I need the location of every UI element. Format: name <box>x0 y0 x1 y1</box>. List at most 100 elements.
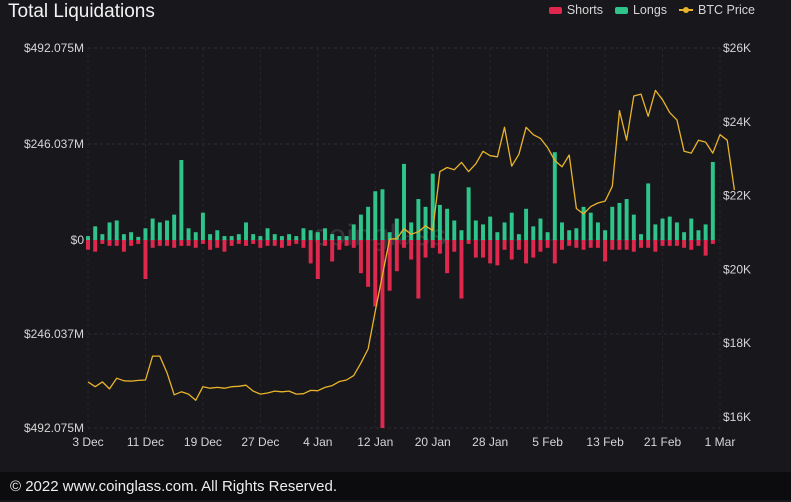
long-bar <box>366 206 371 240</box>
long-bar <box>466 187 471 240</box>
long-bar <box>674 222 679 240</box>
legend-label-btc-price: BTC Price <box>698 3 755 17</box>
short-bar <box>703 240 708 256</box>
long-bar <box>660 218 665 240</box>
long-bar <box>423 206 428 240</box>
long-bar <box>624 199 629 240</box>
long-bar <box>279 236 284 240</box>
x-axis-label: 3 Dec <box>72 435 103 449</box>
short-bar <box>524 240 529 264</box>
short-bar <box>581 240 586 250</box>
long-bar <box>524 208 529 240</box>
legend-label-shorts: Shorts <box>566 3 603 17</box>
btc-price-line <box>87 89 736 401</box>
short-bar <box>617 240 622 250</box>
long-bar <box>703 224 708 240</box>
long-bar <box>509 212 514 240</box>
long-bar <box>459 230 464 240</box>
x-axis-label: 19 Dec <box>184 435 222 449</box>
long-bar <box>121 234 126 240</box>
short-bar <box>574 240 579 248</box>
short-bar <box>495 240 500 266</box>
x-axis-label: 28 Jan <box>472 435 508 449</box>
short-bar <box>121 240 126 252</box>
footer-copyright: © 2022 www.coinglass.com. All Rights Res… <box>0 472 791 500</box>
short-bar <box>308 240 313 264</box>
short-bar <box>459 240 464 299</box>
long-bar <box>301 228 306 240</box>
legend-item-btc-price[interactable]: BTC Price <box>679 3 755 17</box>
short-bar <box>344 240 349 246</box>
long-bar <box>186 228 191 240</box>
btc-price-swatch <box>679 7 694 13</box>
long-bar <box>136 236 141 240</box>
long-bar <box>445 208 450 240</box>
short-bar <box>610 240 615 250</box>
long-bar <box>402 163 406 240</box>
long-bar <box>387 232 392 240</box>
long-bar <box>495 232 500 240</box>
long-bar <box>667 216 672 240</box>
x-axis-label: 13 Feb <box>586 435 624 449</box>
long-bar <box>581 206 586 240</box>
right-axis-label: $18K <box>723 336 751 350</box>
short-bar <box>588 240 593 248</box>
short-bar <box>387 240 392 291</box>
long-bar <box>452 220 457 240</box>
right-axis-label: $22K <box>723 189 751 203</box>
short-bar <box>452 240 457 252</box>
short-bar <box>200 240 205 244</box>
short-bar <box>674 240 679 246</box>
x-axis-label: 12 Jan <box>357 435 393 449</box>
long-bar <box>631 214 636 240</box>
short-bar <box>502 240 507 250</box>
longs-bars <box>86 152 715 240</box>
chart-title: Total Liquidations <box>8 1 155 22</box>
short-bar <box>603 240 608 262</box>
left-axis-label: $246.037M <box>24 137 84 151</box>
long-bar <box>502 222 507 240</box>
long-bar <box>229 236 234 240</box>
left-axis-label: $246.037M <box>24 327 84 341</box>
long-bar <box>308 230 313 240</box>
left-axis: $492.075M $246.037M $0 $246.037M $492.075M <box>24 41 84 435</box>
short-bar <box>272 240 277 246</box>
longs-swatch <box>614 6 628 14</box>
right-axis-label: $20K <box>723 262 751 276</box>
long-bar <box>552 152 557 240</box>
short-bar <box>445 240 450 274</box>
long-bar <box>93 226 98 240</box>
short-bar <box>538 240 543 252</box>
long-bar <box>200 212 205 240</box>
left-axis-label: $492.075M <box>24 41 84 55</box>
long-bar <box>193 232 198 240</box>
x-axis-label: 11 Dec <box>127 435 164 449</box>
legend-item-shorts[interactable]: Shorts <box>548 3 603 17</box>
long-bar <box>646 183 651 240</box>
short-bar <box>165 240 169 246</box>
short-bar <box>93 240 98 252</box>
left-axis-label: $492.075M <box>24 421 84 435</box>
x-axis-label: 4 Jan <box>303 435 332 449</box>
long-bar <box>172 214 177 240</box>
right-axis-label: $16K <box>723 410 751 424</box>
short-bar <box>136 240 141 244</box>
long-bar <box>294 236 299 240</box>
short-bar <box>402 240 406 248</box>
long-bar <box>208 234 213 240</box>
short-bar <box>488 240 493 264</box>
short-bar <box>516 240 521 250</box>
short-bar <box>351 240 356 248</box>
long-bar <box>251 234 256 240</box>
legend-item-longs[interactable]: Longs <box>614 3 667 17</box>
long-bar <box>560 222 564 240</box>
long-bar <box>287 234 292 240</box>
short-bar <box>696 240 701 246</box>
long-bar <box>315 232 320 240</box>
short-bar <box>660 240 665 246</box>
long-bar <box>531 226 536 240</box>
short-bar <box>631 240 636 252</box>
long-bar <box>150 218 155 240</box>
short-bar <box>143 240 148 280</box>
short-bar <box>437 240 442 254</box>
